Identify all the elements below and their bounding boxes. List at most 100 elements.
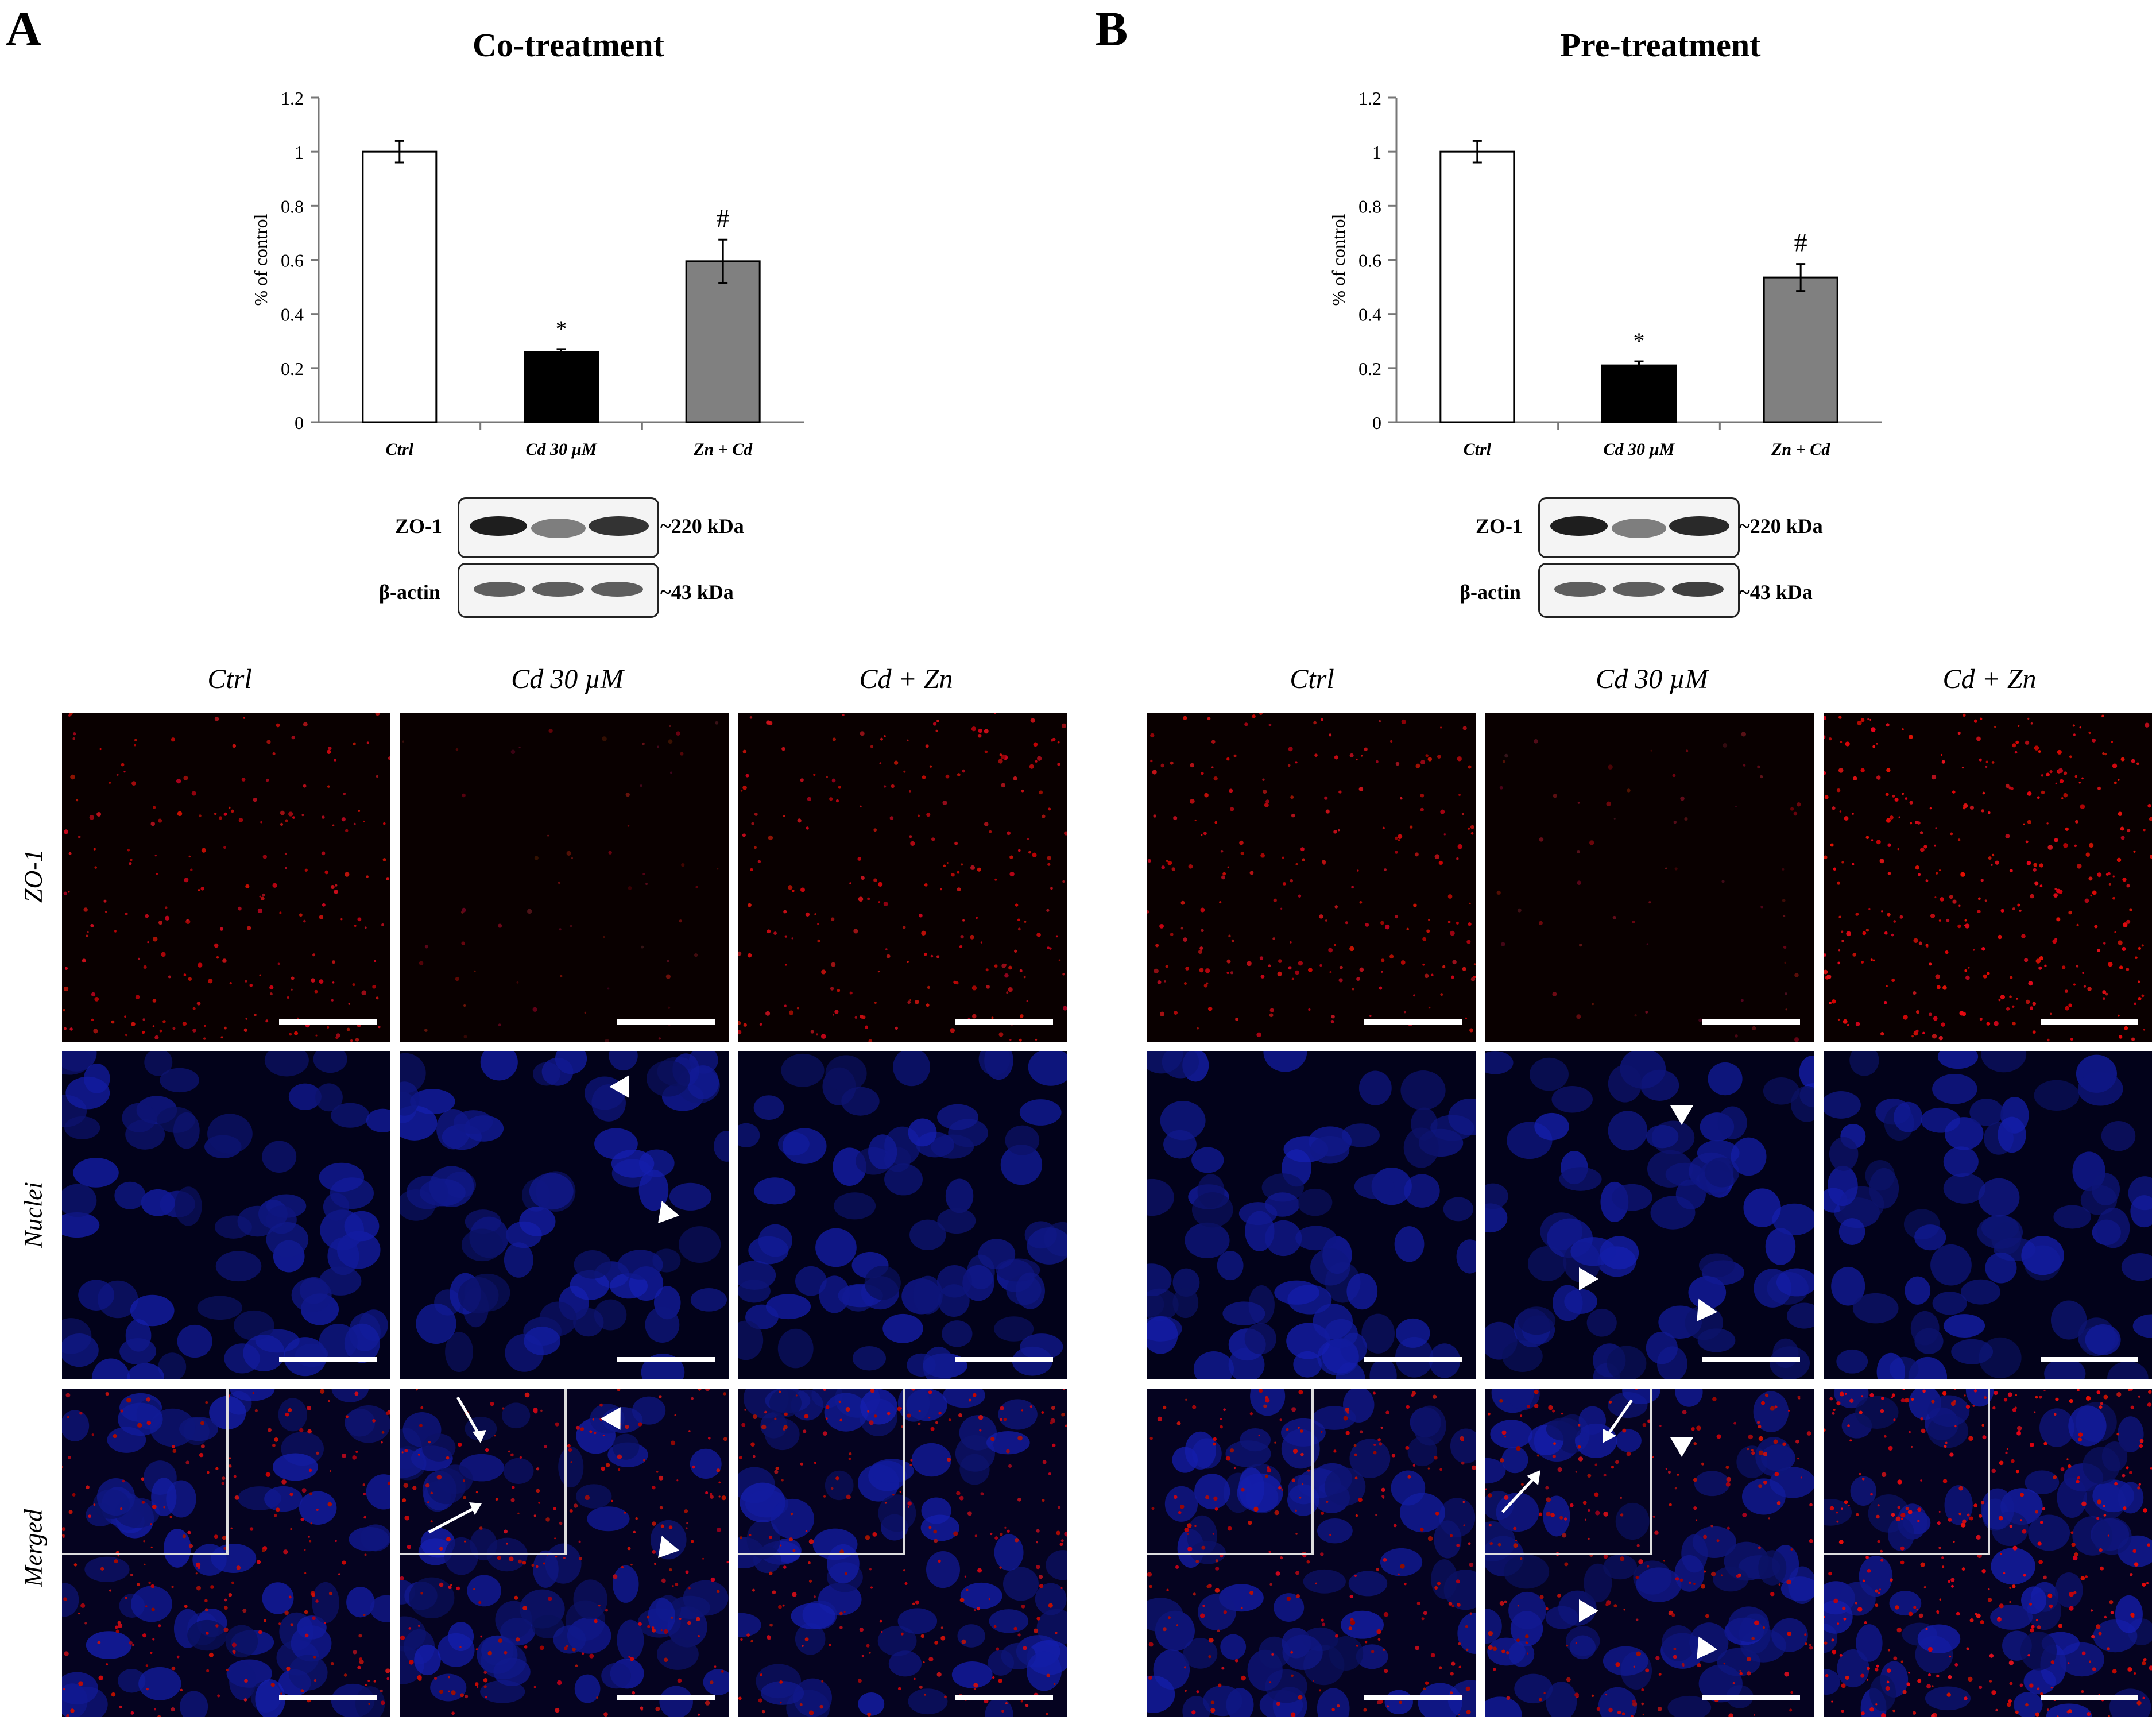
zo1-dot xyxy=(430,1491,433,1495)
zo1-dot xyxy=(430,1520,433,1523)
zo1-dot xyxy=(860,731,865,736)
zo1-dot xyxy=(970,865,976,870)
zo1-dot xyxy=(872,1532,877,1537)
zo1-dot xyxy=(669,1568,672,1572)
zo1-dot xyxy=(1036,1541,1038,1544)
zo1-dot xyxy=(1280,907,1283,910)
nucleus xyxy=(1876,1352,1906,1379)
nucleus xyxy=(777,1328,814,1369)
nucleus xyxy=(1905,1276,1931,1305)
zo1-dot xyxy=(1795,1439,1799,1444)
scale-bar xyxy=(1702,1357,1800,1362)
zo1-dot xyxy=(749,1534,752,1537)
zo1-dot xyxy=(1395,915,1398,919)
zo1-dot xyxy=(1421,1617,1425,1621)
zo1-dot xyxy=(428,1441,431,1444)
zo1-dot xyxy=(1153,814,1156,818)
zo1-dot xyxy=(86,1485,90,1490)
zo1-dot xyxy=(1787,1632,1792,1636)
zo1-dot xyxy=(1004,973,1009,978)
zo1-dot xyxy=(1357,869,1359,872)
zo1-dot xyxy=(126,1397,131,1403)
zo1-dot xyxy=(204,1599,208,1603)
zo1-dot xyxy=(2061,797,2064,799)
zo1-dot xyxy=(1964,969,1967,972)
zo1-dot xyxy=(1199,946,1203,950)
zo1-dot xyxy=(1869,1393,1874,1397)
zo1-dot xyxy=(231,1642,237,1648)
zo1-dot xyxy=(1456,1579,1460,1584)
zo1-dot xyxy=(1465,1648,1469,1652)
zo1-dot xyxy=(2064,989,2068,994)
zo1-dot xyxy=(103,899,107,903)
nucleus xyxy=(1496,1492,1539,1532)
zo1-dot xyxy=(1991,1468,1996,1474)
nucleus xyxy=(815,1228,857,1267)
zo1-dot xyxy=(652,1486,656,1490)
zo1-dot xyxy=(1985,760,1988,763)
zo1-dot xyxy=(265,1472,271,1478)
nucleus xyxy=(601,1663,632,1689)
zo1-dot xyxy=(274,1514,277,1517)
zo1-dot xyxy=(2096,1499,2102,1505)
zo1-dot xyxy=(153,806,156,809)
zo1-dot xyxy=(2008,786,2012,790)
scale-bar xyxy=(1364,1019,1462,1025)
zo1-dot xyxy=(130,859,133,861)
zo1-dot xyxy=(933,1529,938,1534)
zo1-dot xyxy=(188,977,192,981)
nucleus xyxy=(2021,1236,2064,1275)
zo1-dot xyxy=(1060,1587,1063,1590)
zo1-dot xyxy=(1603,1512,1608,1517)
zo1-dot xyxy=(1979,758,1982,762)
nucleus xyxy=(1586,1308,1617,1337)
zo1-dot xyxy=(1950,832,1953,836)
zo1-dot xyxy=(316,1451,319,1455)
zo1-dot xyxy=(1375,1514,1377,1516)
zo1-dot xyxy=(1381,1487,1385,1493)
nucleus xyxy=(1908,1356,1948,1379)
zo1-dot xyxy=(207,1471,210,1474)
zo1-dot xyxy=(627,1547,631,1551)
zo1-dot xyxy=(1861,1711,1865,1715)
blot-band xyxy=(591,582,643,597)
zo1-dot xyxy=(846,1494,851,1500)
zo1-dot xyxy=(2099,1405,2103,1409)
zo1-dot xyxy=(948,1418,951,1421)
zo1-dot xyxy=(2108,883,2111,886)
zo1-dot xyxy=(1062,1389,1065,1390)
zo1-dot xyxy=(171,1666,176,1671)
zo1-dot xyxy=(448,1585,452,1590)
zo1-dot xyxy=(938,1412,942,1415)
zo1-dot xyxy=(424,945,428,949)
zo1-dot xyxy=(998,759,1003,764)
zo1-dot xyxy=(2030,894,2034,899)
nucleus xyxy=(1358,1070,1392,1105)
nucleus xyxy=(2050,1300,2087,1340)
zo1-dot xyxy=(2029,1602,2033,1606)
nucleus xyxy=(1399,1493,1445,1533)
zo1-dot xyxy=(977,867,981,872)
nucleus xyxy=(1147,1316,1178,1354)
zo1-dot xyxy=(381,1431,385,1434)
zo1-dot xyxy=(975,917,978,919)
zo1-dot xyxy=(961,863,963,866)
zo1-dot xyxy=(357,1665,361,1669)
zo1-dot xyxy=(758,1698,762,1703)
zo1-dot xyxy=(705,1700,710,1706)
nucleus xyxy=(703,1669,729,1695)
zo1-dot xyxy=(1773,1439,1778,1444)
zo1-dot xyxy=(366,875,369,878)
zo1-dot xyxy=(1348,1626,1353,1630)
zo1-dot xyxy=(93,848,96,851)
zo1-dot xyxy=(1328,948,1333,953)
nucleus xyxy=(1485,1203,1508,1233)
zo1-dot xyxy=(1609,1400,1612,1404)
zo1-dot xyxy=(738,1696,742,1700)
zo1-dot xyxy=(2012,743,2016,748)
zo1-dot xyxy=(895,1026,898,1030)
zo1-dot xyxy=(1001,783,1006,788)
zo1-dot xyxy=(953,1531,958,1536)
nucleus xyxy=(1164,1486,1198,1522)
zo1-dot xyxy=(1539,837,1544,842)
